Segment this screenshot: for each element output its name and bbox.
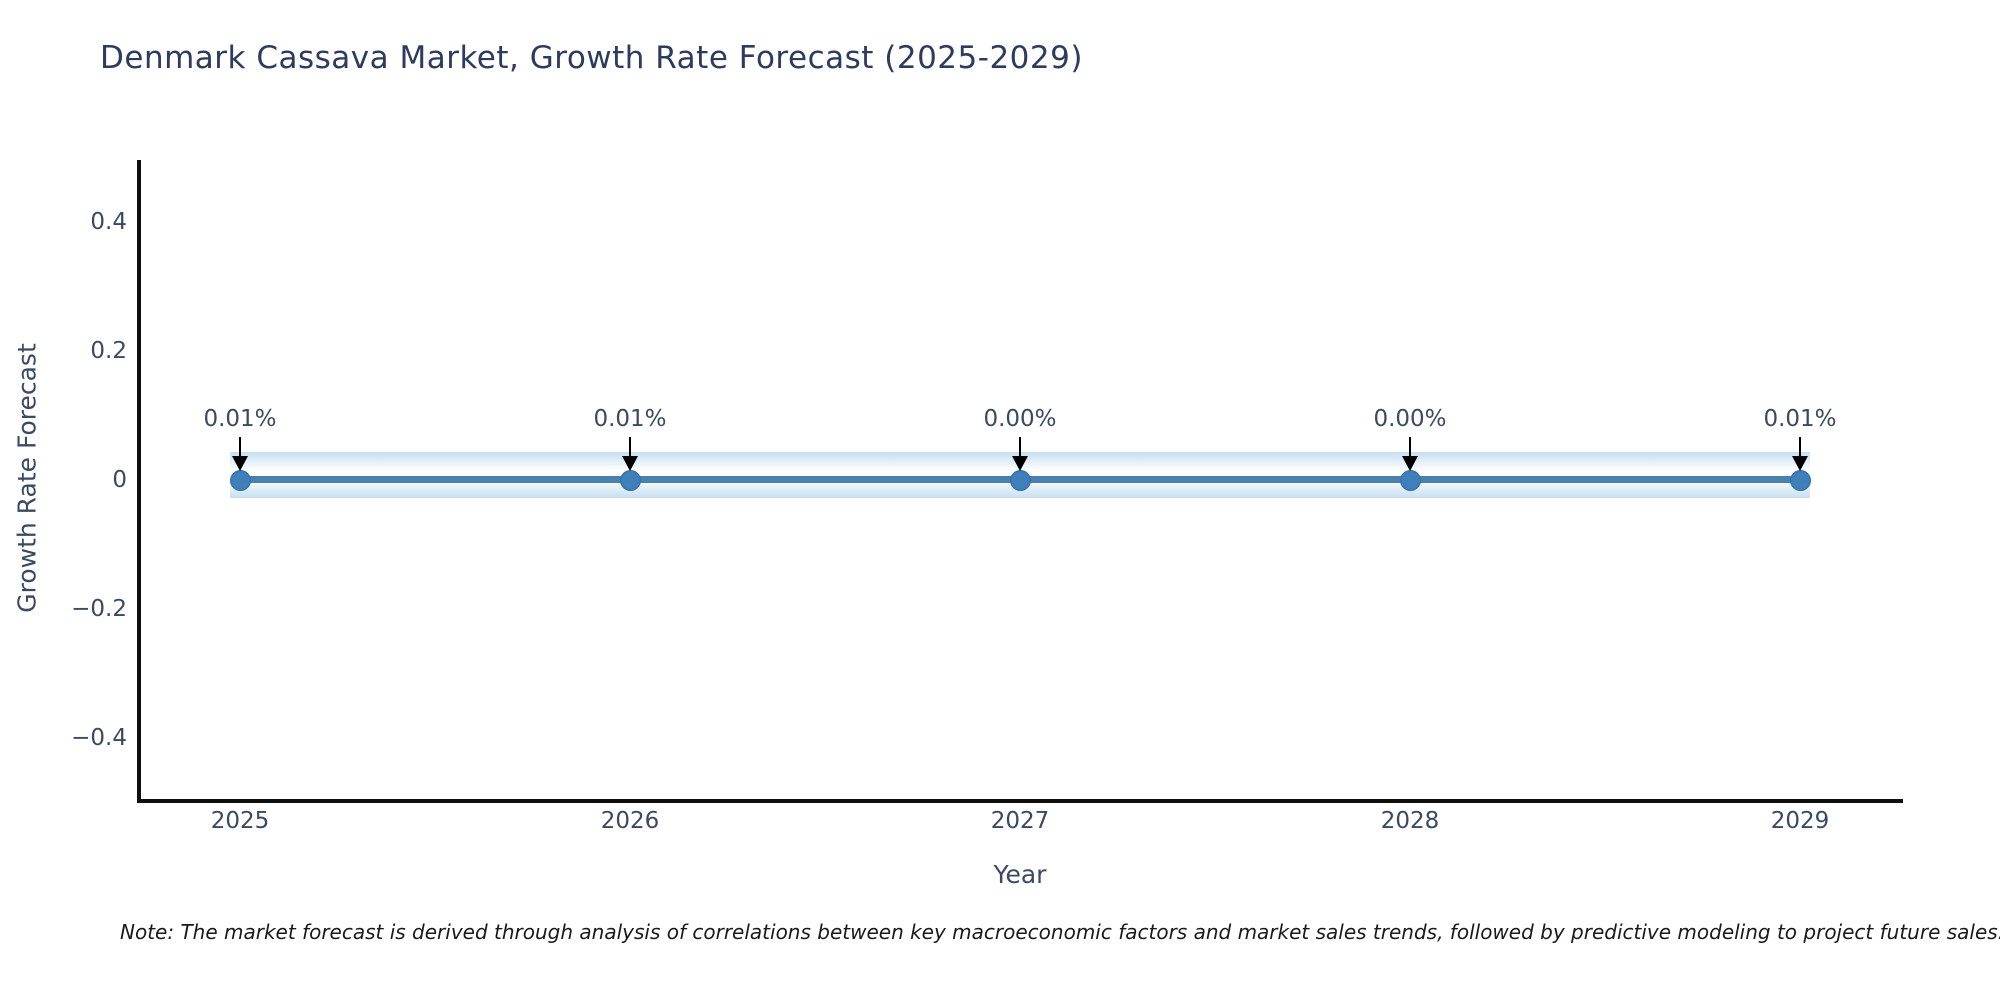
x-tick-label: 2025 (210, 808, 270, 834)
annotation-arrow-head-icon (232, 456, 248, 471)
x-tick-label: 2026 (600, 808, 660, 834)
methodology-note: Note: The market forecast is derived thr… (120, 920, 2000, 944)
y-tick-label: −0.4 (71, 725, 127, 751)
annotation-2025: 0.01% (170, 0, 310, 480)
annotation-arrow-stem (1799, 437, 1801, 458)
annotation-label: 0.01% (593, 406, 667, 432)
annotation-label: 0.01% (1763, 406, 1837, 432)
chart-title: Denmark Cassava Market, Growth Rate Fore… (100, 40, 1083, 76)
x-axis-title: Year (993, 860, 1047, 889)
annotation-arrow-head-icon (1792, 456, 1808, 471)
annotation-2027: 0.00% (950, 0, 1090, 480)
annotation-arrow-head-icon (1402, 456, 1418, 471)
annotation-2028: 0.00% (1340, 0, 1480, 480)
x-axis-line (137, 799, 1903, 803)
y-tick-label: 0 (112, 467, 127, 493)
data-point-2025 (230, 470, 251, 491)
x-tick-label: 2028 (1380, 808, 1440, 834)
y-axis-title: Growth Rate Forecast (12, 343, 42, 613)
y-tick-label: 0.4 (90, 209, 127, 235)
data-point-2029 (1790, 470, 1811, 491)
annotation-arrow-head-icon (622, 456, 638, 471)
annotation-arrow-stem (629, 437, 631, 458)
y-axis-line (137, 160, 141, 803)
annotation-arrow-stem (239, 437, 241, 458)
data-point-2027 (1010, 470, 1031, 491)
annotation-arrow-stem (1409, 437, 1411, 458)
annotation-2026: 0.01% (560, 0, 700, 480)
annotation-arrow-stem (1019, 437, 1021, 458)
y-tick-label: 0.2 (90, 338, 127, 364)
annotation-label: 0.00% (1373, 406, 1447, 432)
annotation-label: 0.00% (983, 406, 1057, 432)
annotation-2029: 0.01% (1730, 0, 1870, 480)
data-point-2028 (1400, 470, 1421, 491)
y-tick-label: −0.2 (71, 596, 127, 622)
x-tick-label: 2027 (990, 808, 1050, 834)
annotation-label: 0.01% (203, 406, 277, 432)
data-point-2026 (620, 470, 641, 491)
annotation-arrow-head-icon (1012, 456, 1028, 471)
x-tick-label: 2029 (1770, 808, 1830, 834)
